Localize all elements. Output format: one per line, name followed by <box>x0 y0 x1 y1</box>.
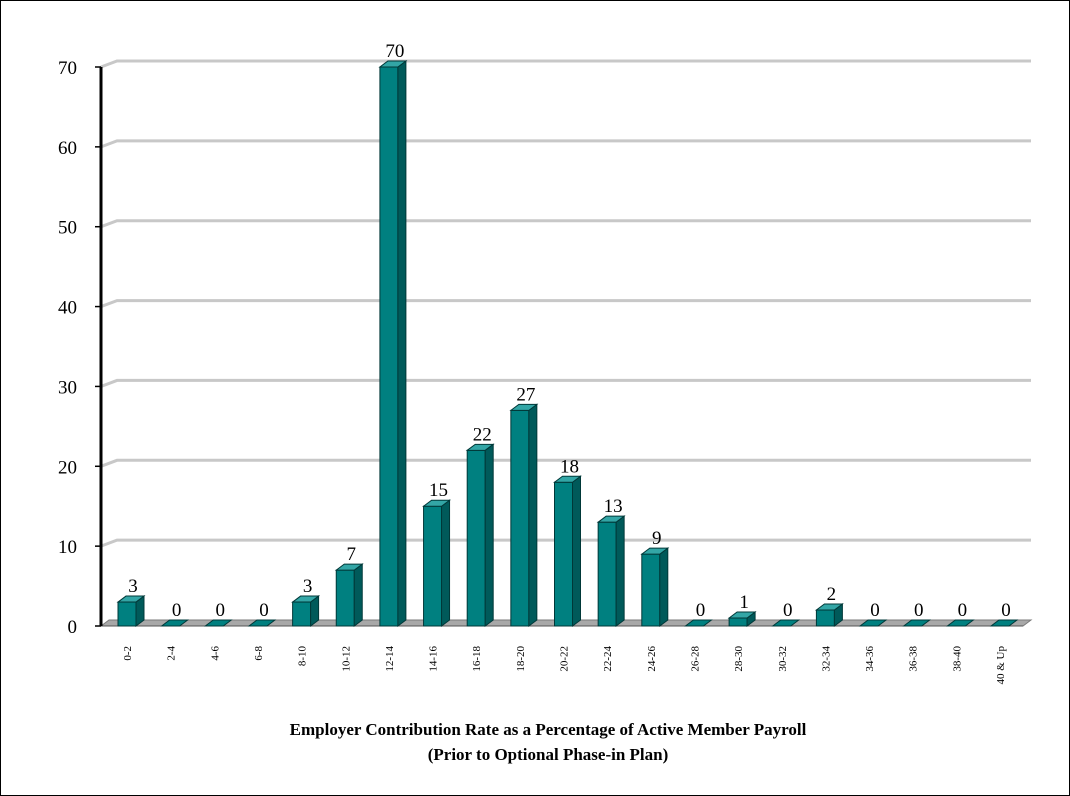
data-label: 18 <box>560 456 579 477</box>
y-tick-labels: 0 10 20 30 40 50 60 70 <box>58 58 77 638</box>
category-label: 36-38 <box>908 646 920 672</box>
bar <box>160 619 190 627</box>
bar <box>509 403 539 627</box>
data-labels: 3 0 0 0 3 7 70 15 22 27 18 13 9 0 1 0 2 0 0 0 0 <box>128 41 1011 621</box>
data-label: 70 <box>385 41 404 62</box>
y-tick-label: 50 <box>58 218 77 239</box>
data-label: 0 <box>259 600 269 621</box>
gridline <box>100 59 1031 69</box>
gridline <box>100 219 1031 229</box>
bar <box>378 60 408 627</box>
data-label: 27 <box>516 384 535 405</box>
gridline <box>100 458 1031 468</box>
data-label: 22 <box>473 424 492 445</box>
bar <box>465 443 495 627</box>
data-label: 0 <box>958 600 968 621</box>
category-label: 30-32 <box>777 646 789 672</box>
y-tick-label: 40 <box>58 298 77 319</box>
bar <box>291 595 321 627</box>
category-label: 14-16 <box>428 646 440 672</box>
bar <box>596 515 626 627</box>
bar <box>727 611 757 627</box>
y-axis <box>95 66 103 627</box>
y-tick-label: 10 <box>58 537 77 558</box>
bar <box>640 547 670 627</box>
y-tick-label: 0 <box>68 617 78 638</box>
bars <box>116 60 1019 627</box>
category-labels: 0-2 2-4 4-6 6-8 8-10 10-12 12-14 14-16 16-18 18-2… <box>122 646 1007 685</box>
gridline <box>100 299 1031 308</box>
data-label: 1 <box>739 592 749 613</box>
data-label: 0 <box>870 600 880 621</box>
category-label: 20-22 <box>559 646 571 672</box>
bar <box>902 619 932 627</box>
data-label: 0 <box>783 600 793 621</box>
gridline <box>100 378 1031 388</box>
category-label: 2-4 <box>166 646 178 661</box>
bar <box>247 619 277 627</box>
category-label: 10-12 <box>340 646 352 672</box>
chart-title: Employer Contribution Rate as a Percenta… <box>290 720 807 739</box>
bar <box>422 499 452 627</box>
bar <box>334 563 364 627</box>
gridline <box>100 538 1031 548</box>
bar <box>814 603 844 627</box>
category-label: 34-36 <box>864 646 876 672</box>
bar <box>989 619 1019 627</box>
category-label: 38-40 <box>951 646 963 672</box>
data-label: 3 <box>128 576 138 597</box>
category-label: 24-26 <box>646 646 658 672</box>
chart-subtitle: (Prior to Optional Phase-in Plan) <box>428 745 669 764</box>
category-label: 40 & Up <box>995 646 1007 685</box>
data-label: 0 <box>914 600 924 621</box>
bar <box>771 619 801 627</box>
y-tick-label: 30 <box>58 377 77 398</box>
category-label: 8-10 <box>297 646 309 667</box>
bar <box>203 619 233 627</box>
data-label: 0 <box>216 600 226 621</box>
category-label: 28-30 <box>733 646 745 672</box>
bar <box>858 619 888 627</box>
data-label: 0 <box>1001 600 1011 621</box>
category-label: 0-2 <box>122 646 134 661</box>
bar <box>116 595 146 627</box>
category-label: 6-8 <box>253 646 265 661</box>
bar <box>945 619 975 627</box>
data-label: 15 <box>429 480 448 501</box>
y-tick-label: 20 <box>58 457 77 478</box>
category-label: 4-6 <box>209 646 221 661</box>
category-label: 26-28 <box>689 646 701 672</box>
category-label: 22-24 <box>602 646 614 672</box>
data-label: 3 <box>303 576 313 597</box>
category-label: 18-20 <box>515 646 527 672</box>
data-label: 9 <box>652 528 662 549</box>
gridline <box>100 139 1031 149</box>
data-label: 7 <box>347 544 357 565</box>
data-label: 13 <box>604 496 623 517</box>
category-label: 12-14 <box>384 646 396 672</box>
data-label: 0 <box>172 600 182 621</box>
data-label: 0 <box>696 600 706 621</box>
bar <box>683 619 713 627</box>
gridlines <box>100 59 1031 548</box>
y-tick-label: 60 <box>58 138 77 159</box>
category-label: 32-34 <box>820 646 832 672</box>
y-tick-label: 70 <box>58 58 77 79</box>
category-label: 16-18 <box>471 646 483 672</box>
bar <box>553 475 582 627</box>
data-label: 2 <box>827 584 837 605</box>
